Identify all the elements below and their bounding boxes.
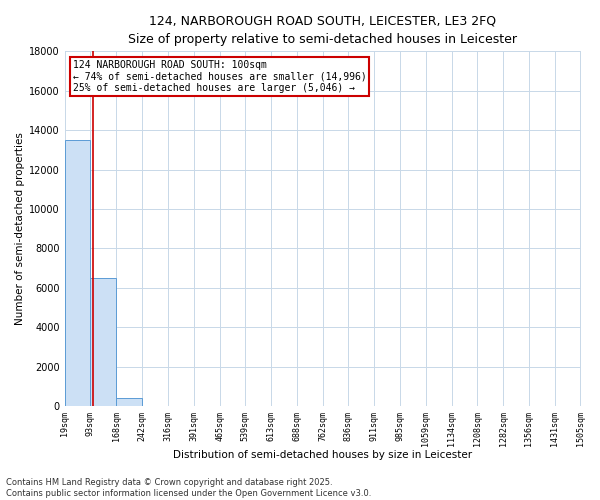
Bar — [65, 140, 91, 406]
Text: Contains HM Land Registry data © Crown copyright and database right 2025.
Contai: Contains HM Land Registry data © Crown c… — [6, 478, 371, 498]
Title: 124, NARBOROUGH ROAD SOUTH, LEICESTER, LE3 2FQ
Size of property relative to semi: 124, NARBOROUGH ROAD SOUTH, LEICESTER, L… — [128, 15, 517, 46]
Bar — [91, 278, 116, 406]
Y-axis label: Number of semi-detached properties: Number of semi-detached properties — [15, 132, 25, 325]
Bar — [116, 398, 142, 406]
X-axis label: Distribution of semi-detached houses by size in Leicester: Distribution of semi-detached houses by … — [173, 450, 472, 460]
Text: 124 NARBOROUGH ROAD SOUTH: 100sqm
← 74% of semi-detached houses are smaller (14,: 124 NARBOROUGH ROAD SOUTH: 100sqm ← 74% … — [73, 60, 366, 94]
